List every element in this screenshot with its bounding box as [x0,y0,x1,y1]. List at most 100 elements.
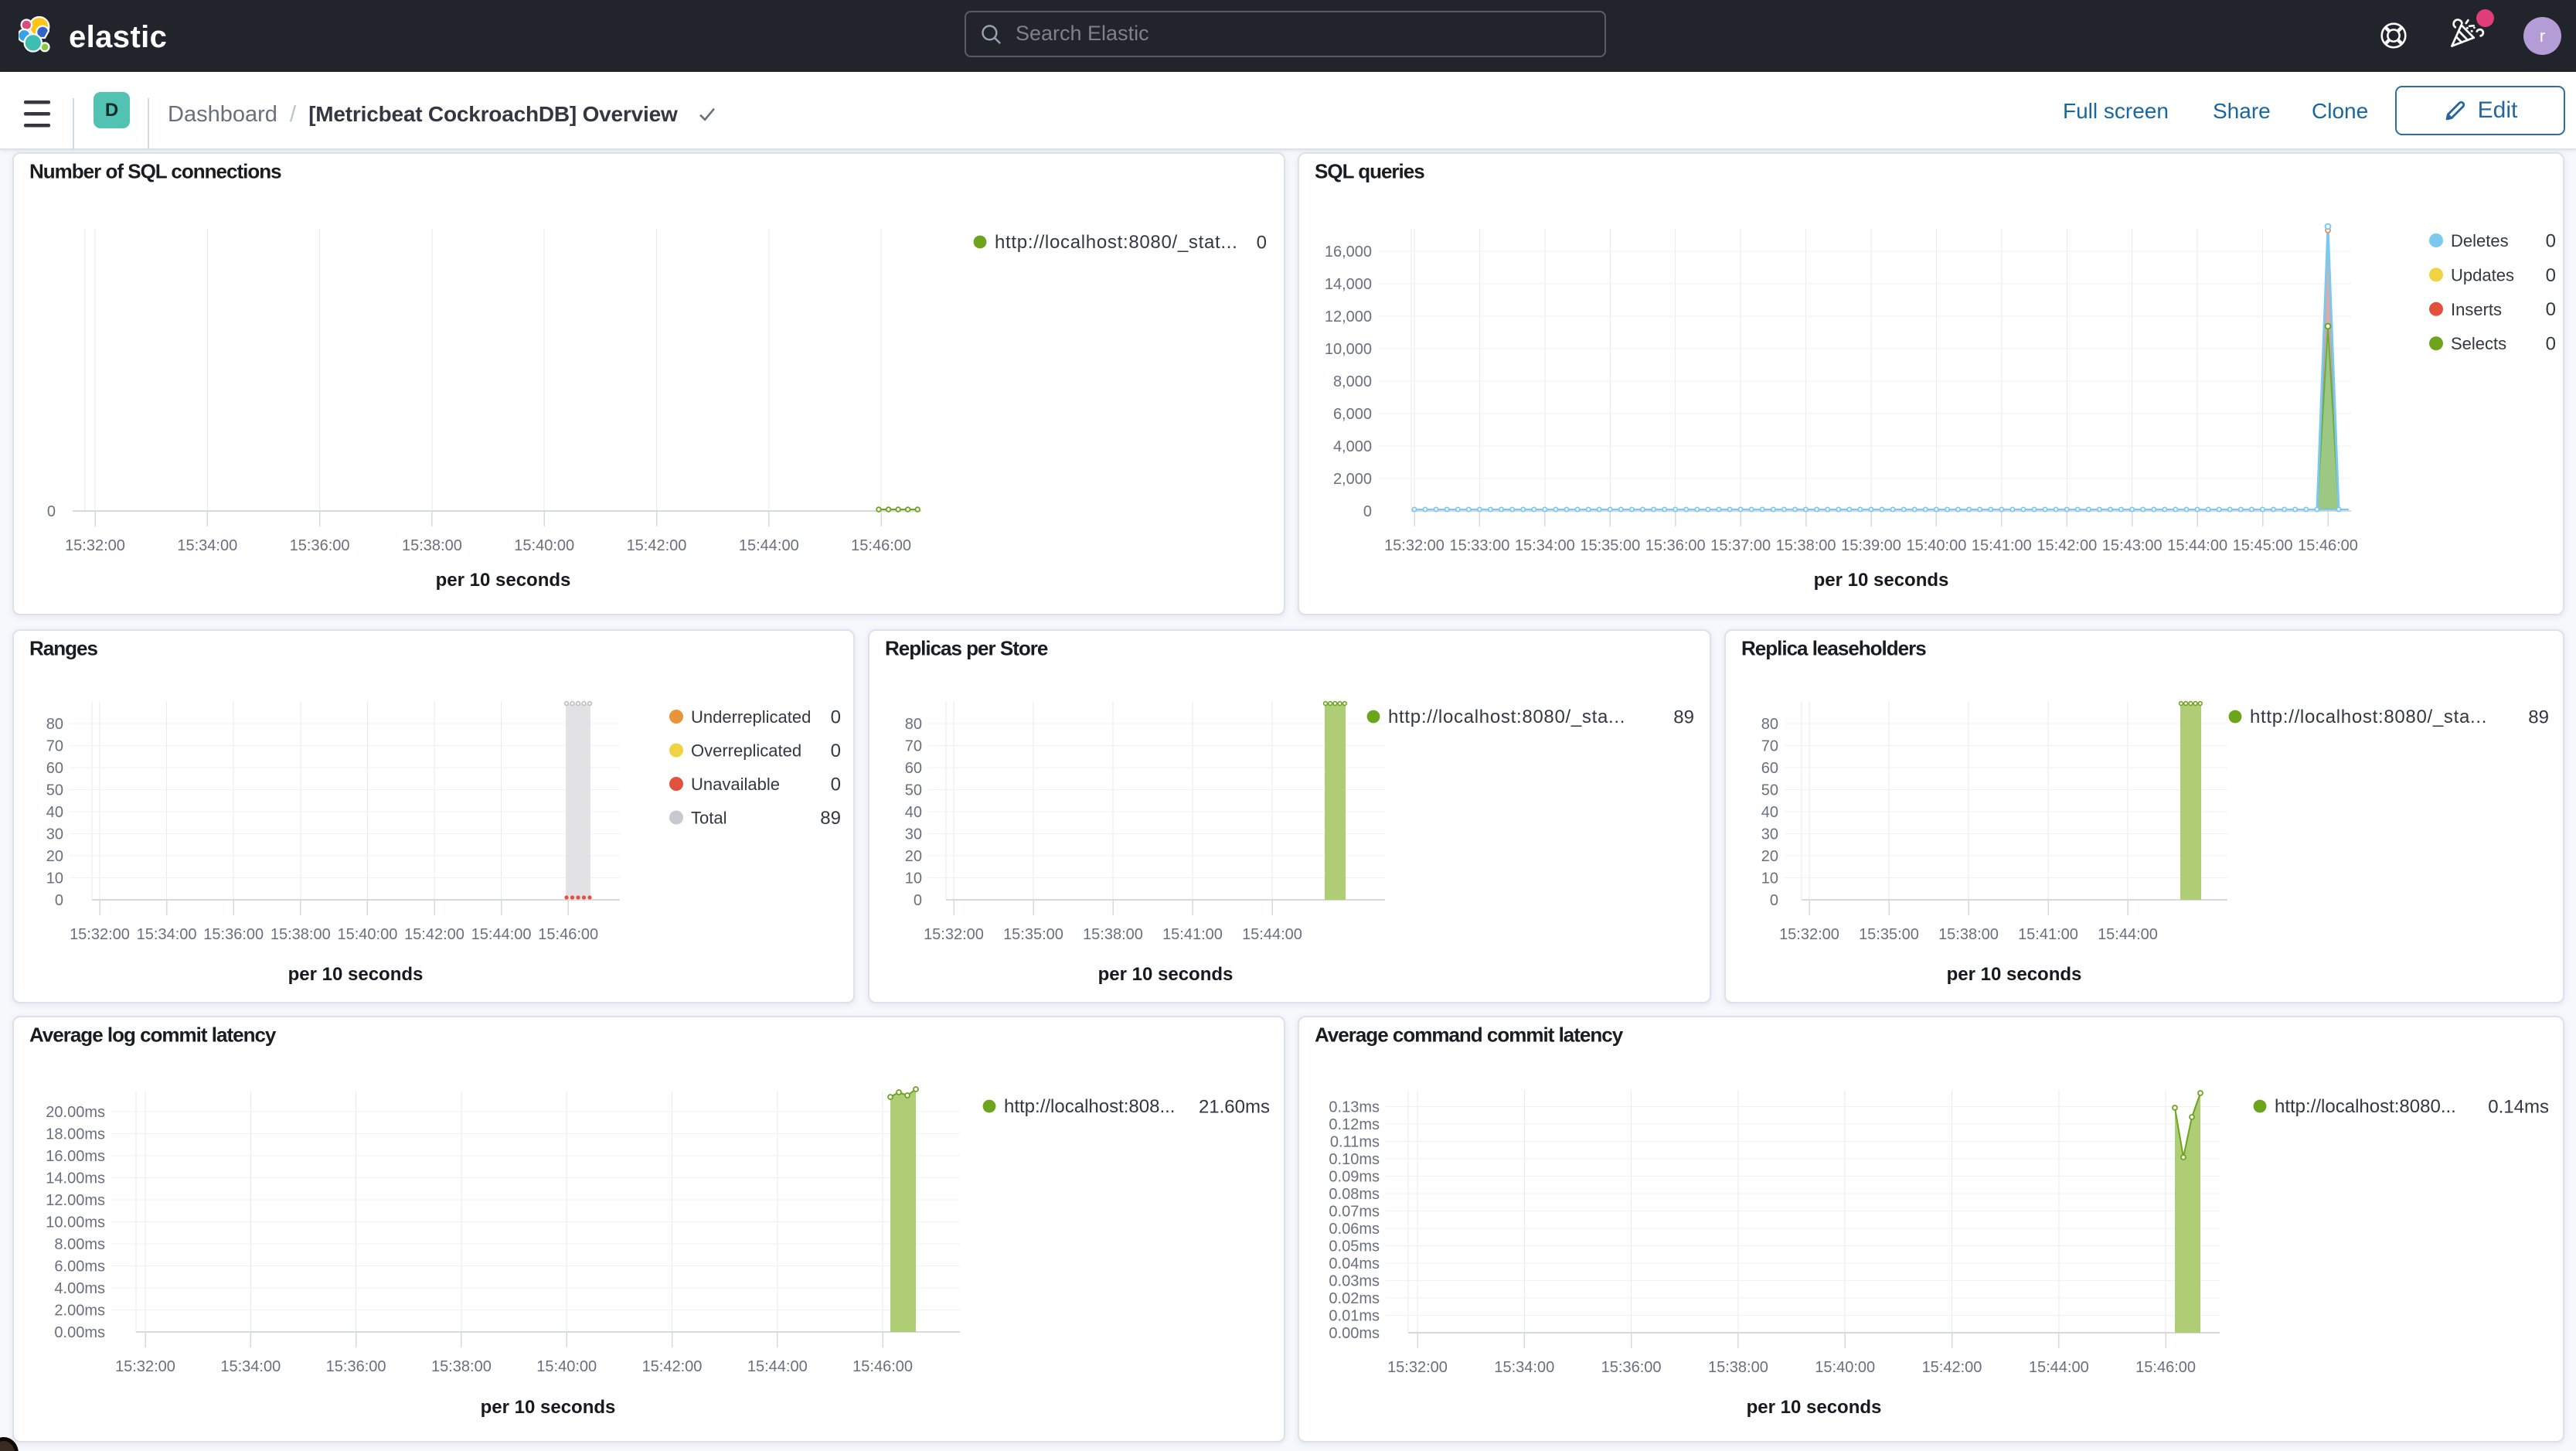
svg-text:http://localhost:8080/_sta...: http://localhost:8080/_sta... [1388,707,1625,727]
svg-text:10,000: 10,000 [1325,341,1372,358]
svg-text:http://localhost:8080...: http://localhost:8080... [2275,1096,2456,1117]
svg-text:16.00ms: 16.00ms [46,1148,105,1165]
svg-text:30: 30 [905,826,922,843]
svg-text:0.08ms: 0.08ms [1329,1186,1380,1203]
svg-text:0.10ms: 0.10ms [1329,1151,1380,1168]
svg-text:15:32:00: 15:32:00 [1384,537,1445,554]
svg-text:0.04ms: 0.04ms [1329,1255,1380,1272]
svg-text:6,000: 6,000 [1333,406,1372,423]
svg-text:per 10 seconds: per 10 seconds [481,1397,616,1418]
svg-text:40: 40 [905,804,922,821]
svg-text:per 10 seconds: per 10 seconds [1747,1397,1882,1418]
svg-text:per 10 seconds: per 10 seconds [436,570,571,591]
svg-text:http://localhost:8080/_stat...: http://localhost:8080/_stat... [995,232,1238,253]
svg-text:Number of SQL connections: Number of SQL connections [29,159,281,182]
svg-text:15:32:00: 15:32:00 [115,1358,175,1375]
svg-text:Replicas per Store: Replicas per Store [885,636,1048,659]
svg-text:0.01ms: 0.01ms [1329,1308,1380,1325]
svg-text:15:41:00: 15:41:00 [1162,926,1223,943]
svg-text:16,000: 16,000 [1325,244,1372,261]
svg-text:15:34:00: 15:34:00 [220,1358,281,1375]
svg-text:Selects: Selects [2451,334,2506,353]
svg-text:15:39:00: 15:39:00 [1841,537,1901,554]
svg-text:Updates: Updates [2451,265,2514,284]
svg-text:0: 0 [914,892,922,909]
svg-text:0.14ms: 0.14ms [2488,1096,2549,1117]
svg-text:89: 89 [820,808,841,829]
svg-text:10: 10 [1761,870,1778,887]
svg-text:15:32:00: 15:32:00 [924,926,984,943]
svg-text:15:34:00: 15:34:00 [1494,1359,1554,1376]
svg-text:15:46:00: 15:46:00 [538,926,598,943]
svg-text:80: 80 [46,716,63,733]
svg-text:15:46:00: 15:46:00 [2298,537,2358,554]
svg-text:15:44:00: 15:44:00 [2167,537,2227,554]
svg-text:0.12ms: 0.12ms [1329,1116,1380,1133]
svg-text:15:38:00: 15:38:00 [402,537,462,554]
svg-text:15:32:00: 15:32:00 [65,537,125,554]
svg-text:15:40:00: 15:40:00 [536,1358,597,1375]
svg-text:Unavailable: Unavailable [691,775,780,794]
svg-text:Replica leaseholders: Replica leaseholders [1741,636,1926,659]
svg-text:15:35:00: 15:35:00 [1859,926,1919,943]
svg-text:50: 50 [1761,782,1778,799]
svg-text:0: 0 [2546,230,2556,251]
svg-text:15:44:00: 15:44:00 [739,537,799,554]
svg-text:15:40:00: 15:40:00 [1815,1359,1875,1376]
svg-text:80: 80 [1761,716,1778,733]
svg-text:15:33:00: 15:33:00 [1450,537,1510,554]
svg-text:20: 20 [46,848,63,865]
svg-text:20.00ms: 20.00ms [46,1104,105,1121]
svg-text:15:36:00: 15:36:00 [1601,1359,1662,1376]
svg-text:15:36:00: 15:36:00 [1645,537,1706,554]
svg-text:per 10 seconds: per 10 seconds [1098,964,1234,985]
svg-text:15:42:00: 15:42:00 [1922,1359,1982,1376]
svg-text:15:34:00: 15:34:00 [137,926,197,943]
svg-text:30: 30 [1761,826,1778,843]
svg-text:15:36:00: 15:36:00 [203,926,264,943]
svg-text:15:41:00: 15:41:00 [2018,926,2078,943]
svg-text:http://localhost:8080/_sta...: http://localhost:8080/_sta... [2250,707,2487,727]
svg-text:70: 70 [1761,738,1778,755]
svg-text:0: 0 [47,503,56,520]
svg-text:30: 30 [46,826,63,843]
svg-text:0: 0 [2546,334,2556,355]
svg-text:SQL queries: SQL queries [1315,159,1424,182]
svg-text:Average log commit latency: Average log commit latency [29,1023,277,1046]
svg-text:15:38:00: 15:38:00 [1708,1359,1768,1376]
svg-text:15:35:00: 15:35:00 [1003,926,1063,943]
svg-text:0.09ms: 0.09ms [1329,1169,1380,1186]
svg-text:15:36:00: 15:36:00 [290,537,350,554]
svg-text:0: 0 [831,774,841,795]
svg-text:6.00ms: 6.00ms [54,1259,105,1276]
svg-text:8,000: 8,000 [1333,373,1372,390]
svg-text:15:44:00: 15:44:00 [471,926,532,943]
svg-text:60: 60 [905,760,922,777]
svg-text:http://localhost:808...: http://localhost:808... [1004,1096,1175,1117]
svg-text:0.00ms: 0.00ms [54,1324,105,1341]
svg-text:2,000: 2,000 [1333,471,1372,488]
svg-text:Overreplicated: Overreplicated [691,741,801,761]
svg-text:per 10 seconds: per 10 seconds [288,964,424,985]
svg-text:15:46:00: 15:46:00 [852,1358,913,1375]
svg-text:8.00ms: 8.00ms [54,1236,105,1253]
svg-text:15:46:00: 15:46:00 [2135,1359,2196,1376]
svg-text:0: 0 [2546,265,2556,286]
svg-text:15:40:00: 15:40:00 [514,537,574,554]
svg-text:4.00ms: 4.00ms [54,1280,105,1297]
svg-text:15:32:00: 15:32:00 [1387,1359,1448,1376]
svg-text:0: 0 [2546,299,2556,320]
svg-text:2.00ms: 2.00ms [54,1303,105,1320]
svg-text:60: 60 [1761,760,1778,777]
svg-text:15:38:00: 15:38:00 [1083,926,1143,943]
svg-text:15:42:00: 15:42:00 [627,537,687,554]
svg-text:0: 0 [831,707,841,727]
svg-text:50: 50 [905,782,922,799]
svg-text:0: 0 [1257,232,1267,253]
svg-text:10: 10 [905,870,922,887]
svg-text:per 10 seconds: per 10 seconds [1814,570,1949,591]
svg-text:0.00ms: 0.00ms [1329,1325,1380,1342]
svg-text:0: 0 [1363,503,1372,520]
svg-text:15:34:00: 15:34:00 [1515,537,1575,554]
svg-text:15:40:00: 15:40:00 [1907,537,1967,554]
